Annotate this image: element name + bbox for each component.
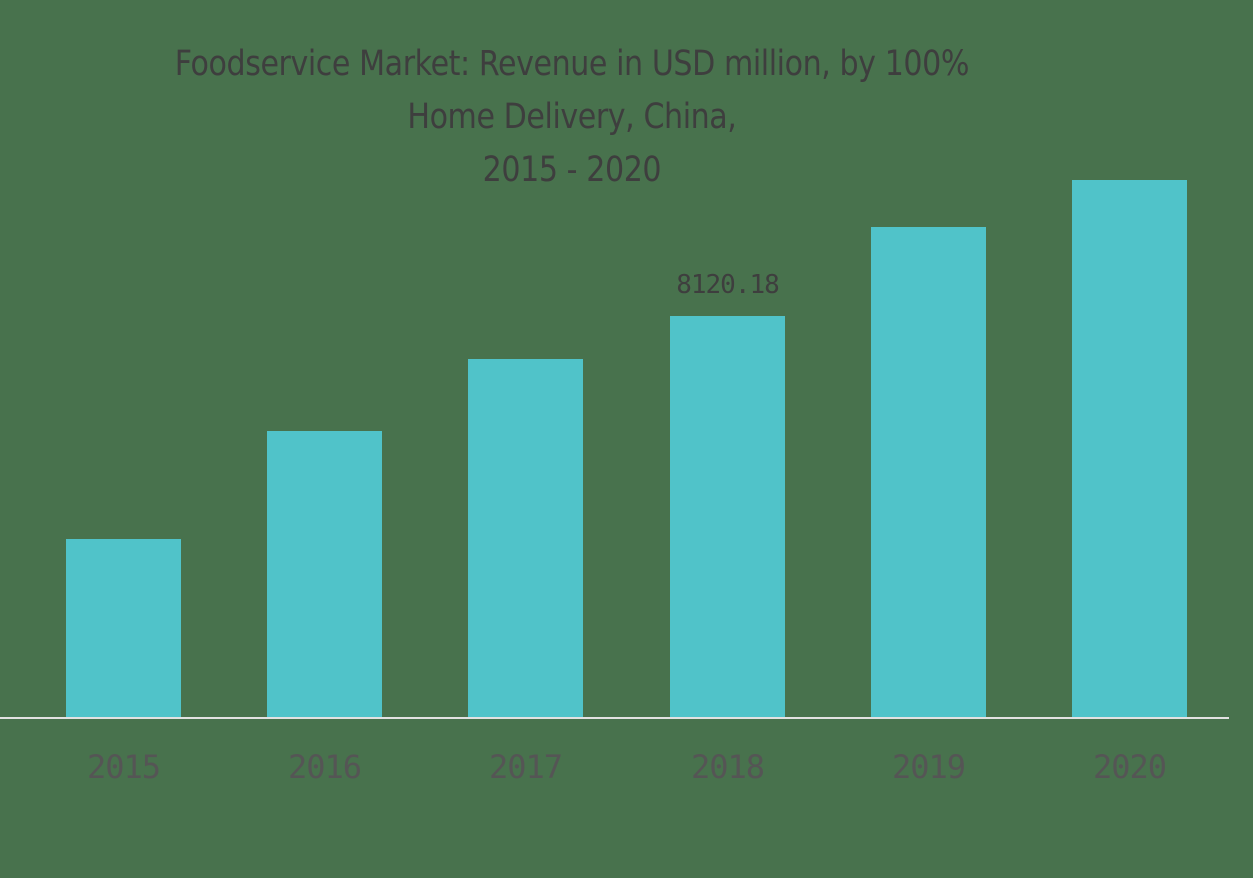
bar-2015	[66, 539, 181, 717]
x-tick-label: 2020	[1092, 748, 1167, 786]
x-tick-label: 2017	[488, 748, 563, 786]
x-axis-line	[0, 717, 1229, 719]
bar-2019	[871, 227, 986, 717]
x-tick-label: 2015	[86, 748, 161, 786]
chart-title: Foodservice Market: Revenue in USD milli…	[0, 38, 1144, 197]
chart-title-line-3: 2015 - 2020	[482, 150, 662, 190]
x-tick-label: 2019	[891, 748, 966, 786]
bar-2016	[267, 431, 382, 717]
chart-title-line-1: Foodservice Market: Revenue in USD milli…	[174, 44, 970, 84]
x-tick-label: 2018	[690, 748, 765, 786]
bar-2020	[1072, 180, 1187, 717]
chart-title-line-2: Home Delivery, China,	[407, 97, 737, 137]
bar-2018	[670, 316, 785, 717]
x-tick-label: 2016	[287, 748, 362, 786]
bar-2017	[468, 359, 583, 717]
data-label-2018: 8120.18	[676, 270, 780, 300]
